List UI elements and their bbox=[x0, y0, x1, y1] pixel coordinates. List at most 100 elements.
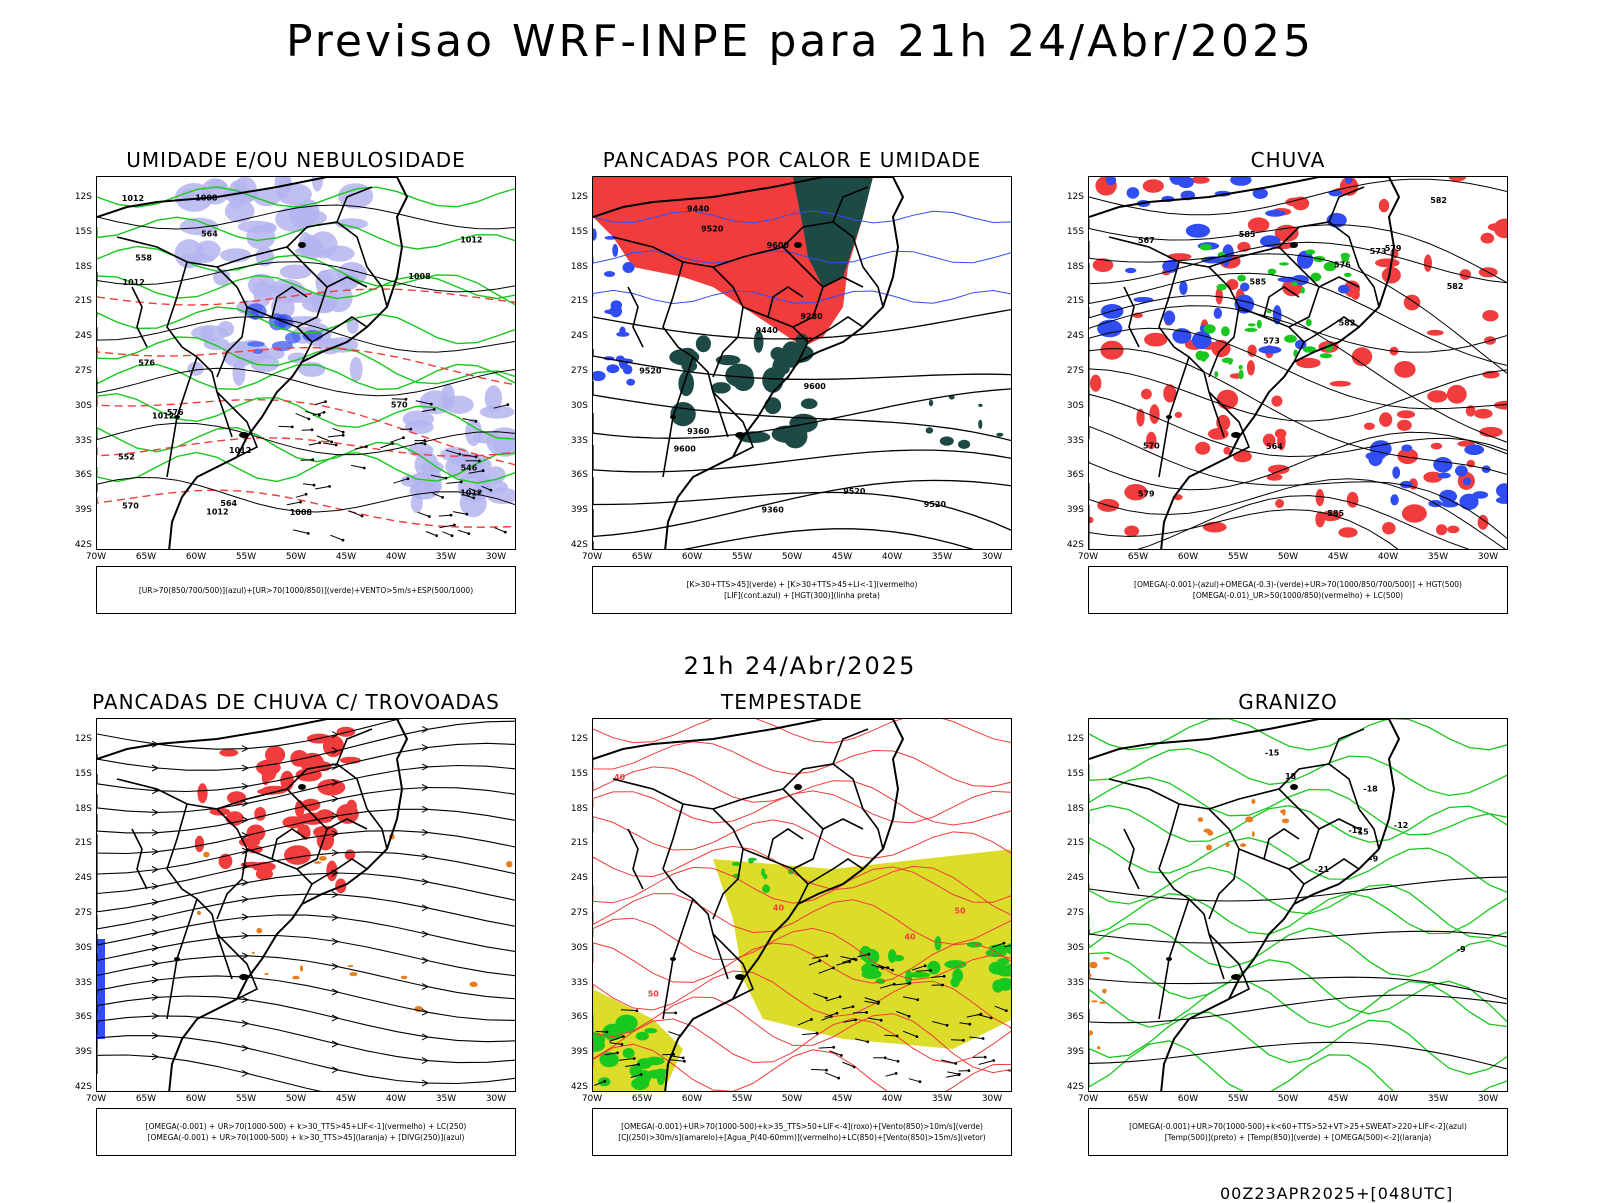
latitude-label: 42S bbox=[552, 540, 588, 550]
contour-value-label: 9520 bbox=[924, 500, 947, 509]
contour-value-label: 564 bbox=[201, 229, 218, 238]
latitude-label: 12S bbox=[56, 734, 92, 744]
contour-value-label: 9440 bbox=[687, 204, 710, 213]
contour-value-label: 564 bbox=[220, 499, 237, 508]
latitude-label: 21S bbox=[552, 296, 588, 306]
contour-value-label: 564 bbox=[1266, 442, 1283, 451]
longitude-label: 65W bbox=[627, 1094, 657, 1104]
panel-legend: [K>30+TTS>45](verde) + [K>30+TTS>45+LI<-… bbox=[592, 566, 1012, 614]
contour-value-label: 585 bbox=[1327, 509, 1344, 518]
contour-value-label: 573 bbox=[1263, 337, 1280, 346]
panel-title: PANCADAS POR CALOR E UMIDADE bbox=[552, 148, 1032, 172]
longitude-label: 50W bbox=[281, 1094, 311, 1104]
contour-value-label: 40 bbox=[773, 904, 785, 913]
latitude-label: 27S bbox=[552, 366, 588, 376]
contour-value-label: 9520 bbox=[639, 367, 662, 376]
contour-value-label: 50 bbox=[648, 990, 660, 999]
longitude-label: 35W bbox=[927, 552, 957, 562]
latitude-label: 12S bbox=[552, 192, 588, 202]
longitude-label: 65W bbox=[131, 552, 161, 562]
latitude-label: 30S bbox=[552, 401, 588, 411]
longitude-label: 50W bbox=[777, 1094, 807, 1104]
longitude-label: 70W bbox=[1073, 1094, 1103, 1104]
contour-value-label: -18 bbox=[1363, 785, 1378, 794]
contour-value-label: 579 bbox=[1138, 489, 1155, 498]
legend-line: [OMEGA(-0.01)_UR>50(1000/850)(vermelho) … bbox=[1193, 590, 1403, 601]
legend-line: [Temp(500)](preto) + [Temp(850)](verde) … bbox=[1165, 1132, 1432, 1143]
longitude-label: 45W bbox=[1323, 552, 1353, 562]
latitude-label: 12S bbox=[56, 192, 92, 202]
latitude-label: 36S bbox=[552, 1012, 588, 1022]
contour-value-label: 9600 bbox=[674, 445, 697, 454]
panel-title: TEMPESTADE bbox=[552, 690, 1032, 714]
longitude-label: 50W bbox=[1273, 552, 1303, 562]
longitude-label: 70W bbox=[577, 552, 607, 562]
longitude-label: 45W bbox=[331, 1094, 361, 1104]
map-canvas bbox=[97, 719, 516, 1092]
contour-value-label: 9360 bbox=[687, 427, 710, 436]
longitude-label: 55W bbox=[231, 552, 261, 562]
latitude-label: 27S bbox=[1048, 366, 1084, 376]
panel-legend: [UR>70(850/700/500)](azul)+[UR>70(1000/8… bbox=[96, 566, 516, 614]
latitude-label: 30S bbox=[56, 401, 92, 411]
latitude-label: 27S bbox=[552, 908, 588, 918]
legend-line: [OMEGA(-0.001)+UR>70(1000-500)+k<60+TTS>… bbox=[1129, 1121, 1467, 1132]
contour-value-label: 570 bbox=[391, 400, 408, 409]
latitude-label: 39S bbox=[1048, 1047, 1084, 1057]
longitude-label: 40W bbox=[1373, 1094, 1403, 1104]
contour-value-label: 576 bbox=[1334, 260, 1351, 269]
contour-value-label: 9440 bbox=[756, 326, 779, 335]
longitude-label: 40W bbox=[381, 552, 411, 562]
contour-value-label: 585 bbox=[1250, 277, 1267, 286]
latitude-label: 33S bbox=[56, 978, 92, 988]
contour-value-label: 1012 bbox=[122, 194, 144, 203]
latitude-label: 42S bbox=[56, 540, 92, 550]
longitude-label: 30W bbox=[481, 552, 511, 562]
latitude-label: 24S bbox=[56, 873, 92, 883]
latitude-label: 24S bbox=[552, 331, 588, 341]
longitude-label: 55W bbox=[727, 1094, 757, 1104]
map-canvas: 9600952096009520952094409360944093609280… bbox=[593, 177, 1012, 550]
latitude-label: 18S bbox=[56, 804, 92, 814]
latitude-label: 18S bbox=[56, 262, 92, 272]
longitude-label: 35W bbox=[1423, 552, 1453, 562]
contour-value-label: 1012 bbox=[123, 278, 145, 287]
contour-value-label: 1012 bbox=[460, 235, 482, 244]
longitude-label: 30W bbox=[1473, 552, 1503, 562]
longitude-label: 30W bbox=[977, 1094, 1007, 1104]
legend-line: [CJ(250)>30m/s](amarelo)+[Agua_P(40-60mm… bbox=[618, 1132, 985, 1143]
longitude-label: 45W bbox=[331, 552, 361, 562]
longitude-label: 65W bbox=[131, 1094, 161, 1104]
longitude-label: 55W bbox=[1223, 552, 1253, 562]
latitude-label: 18S bbox=[552, 262, 588, 272]
latitude-label: 24S bbox=[552, 873, 588, 883]
longitude-label: 45W bbox=[827, 1094, 857, 1104]
forecast-time-title: 21h 24/Abr/2025 bbox=[0, 652, 1600, 680]
latitude-label: 18S bbox=[1048, 262, 1084, 272]
latitude-label: 12S bbox=[1048, 734, 1084, 744]
longitude-label: 65W bbox=[1123, 1094, 1153, 1104]
thunderstorm-map bbox=[96, 718, 516, 1092]
contour-value-label: 582 bbox=[1430, 196, 1447, 205]
longitude-label: 60W bbox=[677, 552, 707, 562]
latitude-label: 39S bbox=[1048, 505, 1084, 515]
latitude-label: 39S bbox=[552, 505, 588, 515]
contour-value-label: 570 bbox=[1143, 441, 1160, 450]
latitude-label: 42S bbox=[552, 1082, 588, 1092]
longitude-label: 40W bbox=[381, 1094, 411, 1104]
contour-value-label: 1008 bbox=[290, 508, 313, 517]
longitude-label: 70W bbox=[81, 1094, 111, 1104]
latitude-label: 39S bbox=[56, 505, 92, 515]
longitude-label: 40W bbox=[877, 1094, 907, 1104]
legend-line: [LIF](cont.azul) + [HGT(300)](linha pret… bbox=[724, 590, 880, 601]
longitude-label: 50W bbox=[777, 552, 807, 562]
latitude-label: 42S bbox=[56, 1082, 92, 1092]
latitude-label: 30S bbox=[56, 943, 92, 953]
latitude-label: 24S bbox=[56, 331, 92, 341]
latitude-label: 21S bbox=[56, 838, 92, 848]
latitude-label: 21S bbox=[1048, 296, 1084, 306]
